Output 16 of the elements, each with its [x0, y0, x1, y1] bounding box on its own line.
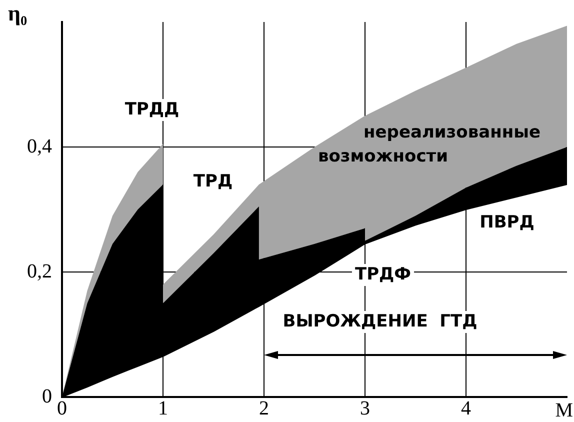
x-axis-title: M [555, 399, 574, 422]
x-tick-label: 1 [158, 397, 168, 420]
x-tick-label: 4 [461, 397, 471, 420]
annotation: ВЫРОЖДЕНИЕ ГТД [282, 311, 478, 332]
annotation: ТРДД [124, 99, 180, 120]
y-tick-label: 0,4 [27, 135, 52, 158]
y-tick-label: 0,2 [27, 260, 52, 282]
x-tick-label: 0 [57, 397, 67, 420]
annotation: возможности [318, 146, 448, 166]
annotation: ПВРД [480, 212, 534, 232]
y-axis-title: η₀ [8, 0, 28, 26]
x-tick-label: 2 [259, 397, 269, 420]
annotation: нереализованные [364, 122, 540, 142]
annotation: ТРД [193, 171, 233, 192]
x-tick-label: 3 [360, 397, 370, 420]
annotation: ТРДФ [354, 264, 412, 284]
